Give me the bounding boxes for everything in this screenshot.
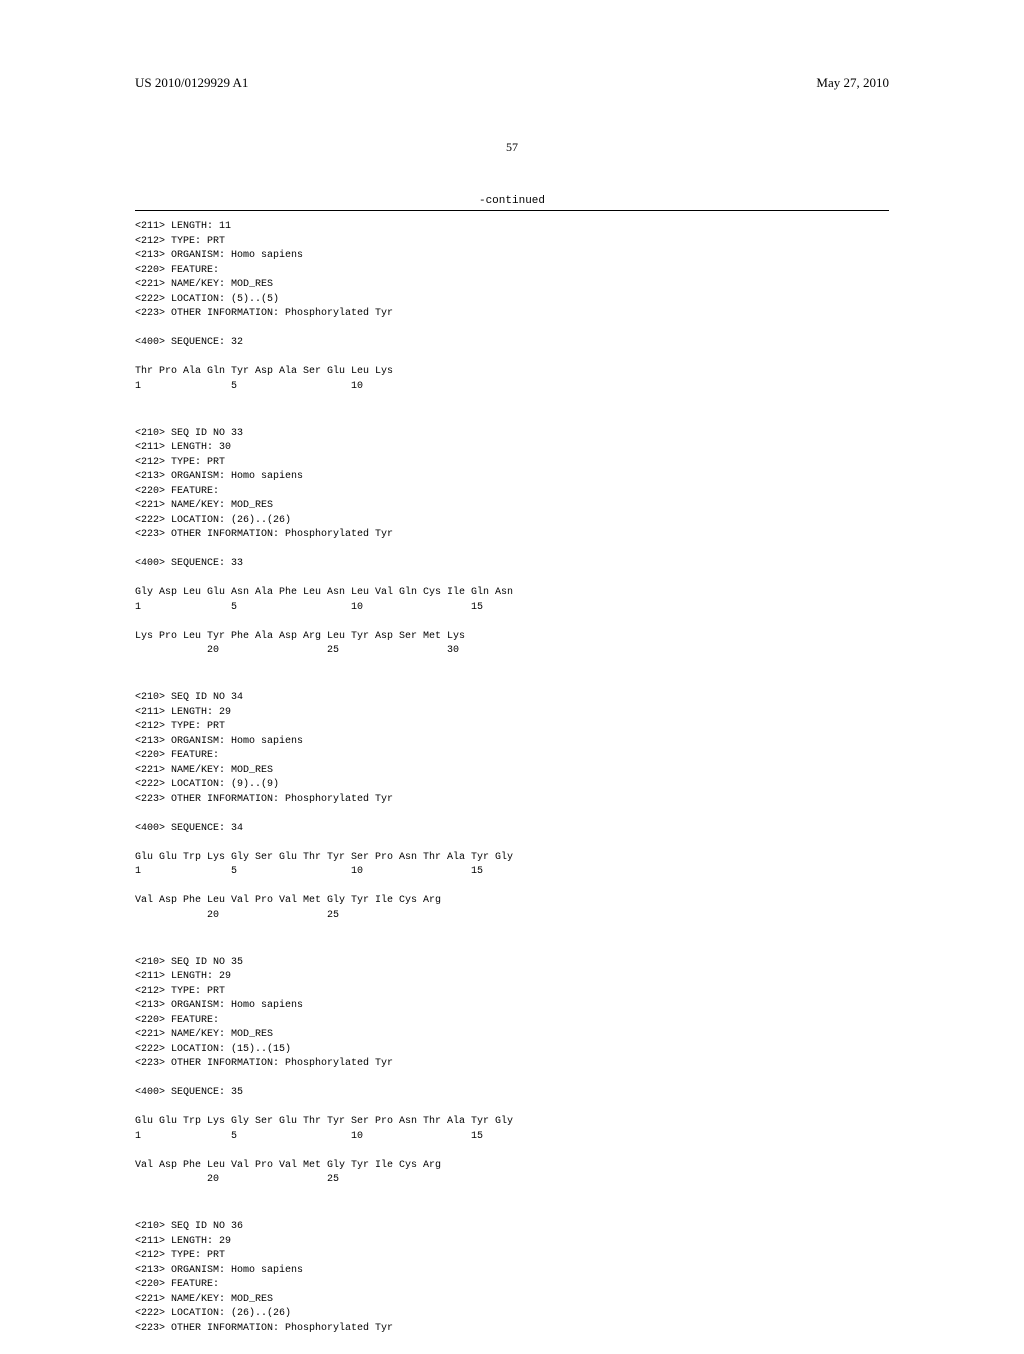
sequence-block: <210> SEQ ID NO 34 <211> LENGTH: 29 <212…	[135, 691, 889, 923]
page-number: 57	[0, 140, 1024, 155]
publication-date: May 27, 2010	[816, 75, 889, 91]
continued-label: -continued	[0, 195, 1024, 207]
sequence-block: <210> SEQ ID NO 35 <211> LENGTH: 29 <212…	[135, 956, 889, 1188]
sequence-block: <211> LENGTH: 11 <212> TYPE: PRT <213> O…	[135, 220, 889, 394]
sequence-block: <210> SEQ ID NO 36 <211> LENGTH: 29 <212…	[135, 1220, 889, 1336]
sequence-block: <210> SEQ ID NO 33 <211> LENGTH: 30 <212…	[135, 427, 889, 659]
sequence-listing-content: <211> LENGTH: 11 <212> TYPE: PRT <213> O…	[135, 220, 889, 1354]
publication-number: US 2010/0129929 A1	[135, 75, 248, 91]
divider-top	[135, 210, 889, 211]
